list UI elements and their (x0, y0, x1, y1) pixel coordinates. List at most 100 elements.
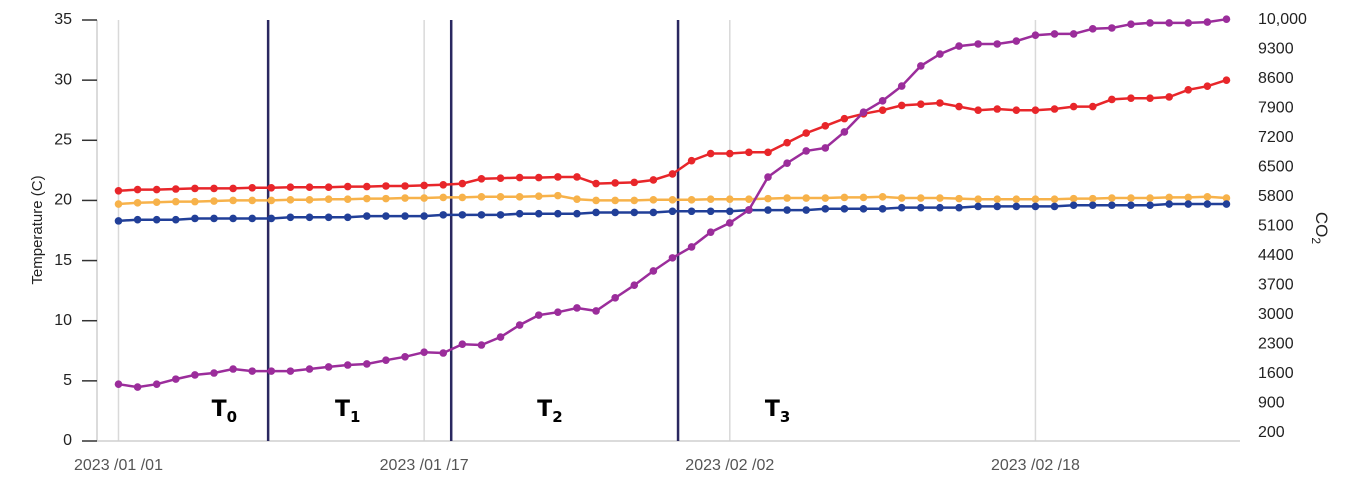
data-point (477, 174, 486, 183)
data-point (1127, 94, 1135, 102)
data-point (1050, 30, 1059, 38)
data-point (802, 194, 811, 202)
data-point (936, 194, 944, 202)
data-point (1184, 193, 1193, 202)
data-point (1203, 18, 1212, 26)
data-point (382, 212, 390, 220)
data-point (1222, 194, 1231, 202)
y2-tick-label: 3000 (1258, 306, 1294, 323)
data-point (993, 202, 1002, 211)
data-point (878, 193, 887, 201)
data-point (649, 208, 658, 217)
phase-label-sub: 3 (780, 408, 790, 426)
data-point (133, 185, 142, 194)
data-point (706, 207, 715, 216)
data-point (496, 193, 505, 201)
data-point (1203, 200, 1212, 208)
data-point (955, 194, 963, 203)
data-point (133, 215, 142, 224)
data-point (401, 212, 409, 220)
data-point (114, 380, 123, 388)
data-point (114, 217, 123, 225)
data-point (917, 203, 925, 212)
data-point (668, 254, 677, 262)
data-point (1108, 95, 1116, 104)
data-point (439, 180, 448, 189)
data-point (821, 122, 830, 130)
data-point (706, 228, 715, 236)
data-point (1050, 202, 1059, 211)
data-point (172, 375, 180, 383)
data-point (267, 367, 276, 375)
data-point (229, 184, 237, 193)
y2-axis-title-sub: 2 (1309, 237, 1323, 244)
data-point (764, 173, 772, 181)
data-point (305, 183, 314, 191)
data-point (133, 383, 142, 391)
data-point (897, 101, 906, 110)
data-point (248, 367, 257, 375)
y2-tick-label: 200 (1258, 424, 1285, 441)
data-point (649, 267, 658, 275)
data-point (343, 361, 352, 369)
data-point (573, 209, 581, 218)
data-point (496, 333, 505, 341)
x-tick-label: 2023 /01 /17 (380, 457, 469, 474)
phase-label-text: T (335, 397, 350, 422)
data-point (248, 196, 257, 205)
data-point (210, 197, 218, 205)
data-point (152, 380, 161, 388)
data-point (1108, 194, 1116, 202)
data-point (1146, 201, 1154, 210)
data-point (382, 182, 390, 190)
phase-label: T1 (335, 397, 360, 426)
data-point (1165, 19, 1173, 27)
data-point (936, 203, 944, 212)
y-tick-label: 15 (54, 252, 72, 269)
data-point (534, 311, 543, 319)
data-point (1146, 94, 1154, 102)
phase-label-text: T (537, 397, 552, 422)
phase-label-sub: 2 (552, 408, 562, 426)
data-point (592, 196, 600, 205)
data-point (401, 182, 409, 190)
data-point (382, 194, 390, 203)
data-point (783, 138, 791, 147)
data-point (191, 371, 199, 379)
y2-tick-label: 9300 (1258, 41, 1294, 58)
data-point (706, 149, 715, 158)
data-point (286, 367, 295, 375)
phase-label: T3 (765, 397, 790, 426)
data-point (745, 195, 753, 204)
y2-tick-label: 5800 (1258, 188, 1294, 205)
data-point (534, 192, 543, 201)
data-point (745, 206, 753, 214)
data-point (439, 349, 448, 357)
y-tick-label: 5 (63, 372, 72, 389)
data-point (496, 174, 505, 182)
data-point (821, 194, 830, 202)
data-point (152, 198, 161, 207)
data-point (993, 195, 1002, 204)
data-point (420, 212, 428, 220)
data-point (1108, 201, 1116, 210)
y2-tick-label: 1600 (1258, 365, 1294, 382)
data-point (974, 202, 982, 211)
data-point (515, 209, 524, 218)
data-point (725, 149, 734, 158)
data-point (554, 173, 562, 181)
data-point (439, 211, 448, 219)
data-point (363, 360, 371, 368)
data-point (1222, 200, 1231, 208)
data-point (363, 194, 371, 203)
data-point (687, 196, 696, 204)
y-axis-title: Temperature (C) (29, 175, 46, 284)
data-point (821, 205, 830, 213)
data-point (1203, 193, 1212, 201)
data-point (1127, 194, 1135, 202)
data-point (1088, 201, 1097, 210)
y2-tick-label: 8600 (1258, 70, 1294, 87)
data-point (229, 214, 237, 223)
data-point (458, 340, 467, 348)
